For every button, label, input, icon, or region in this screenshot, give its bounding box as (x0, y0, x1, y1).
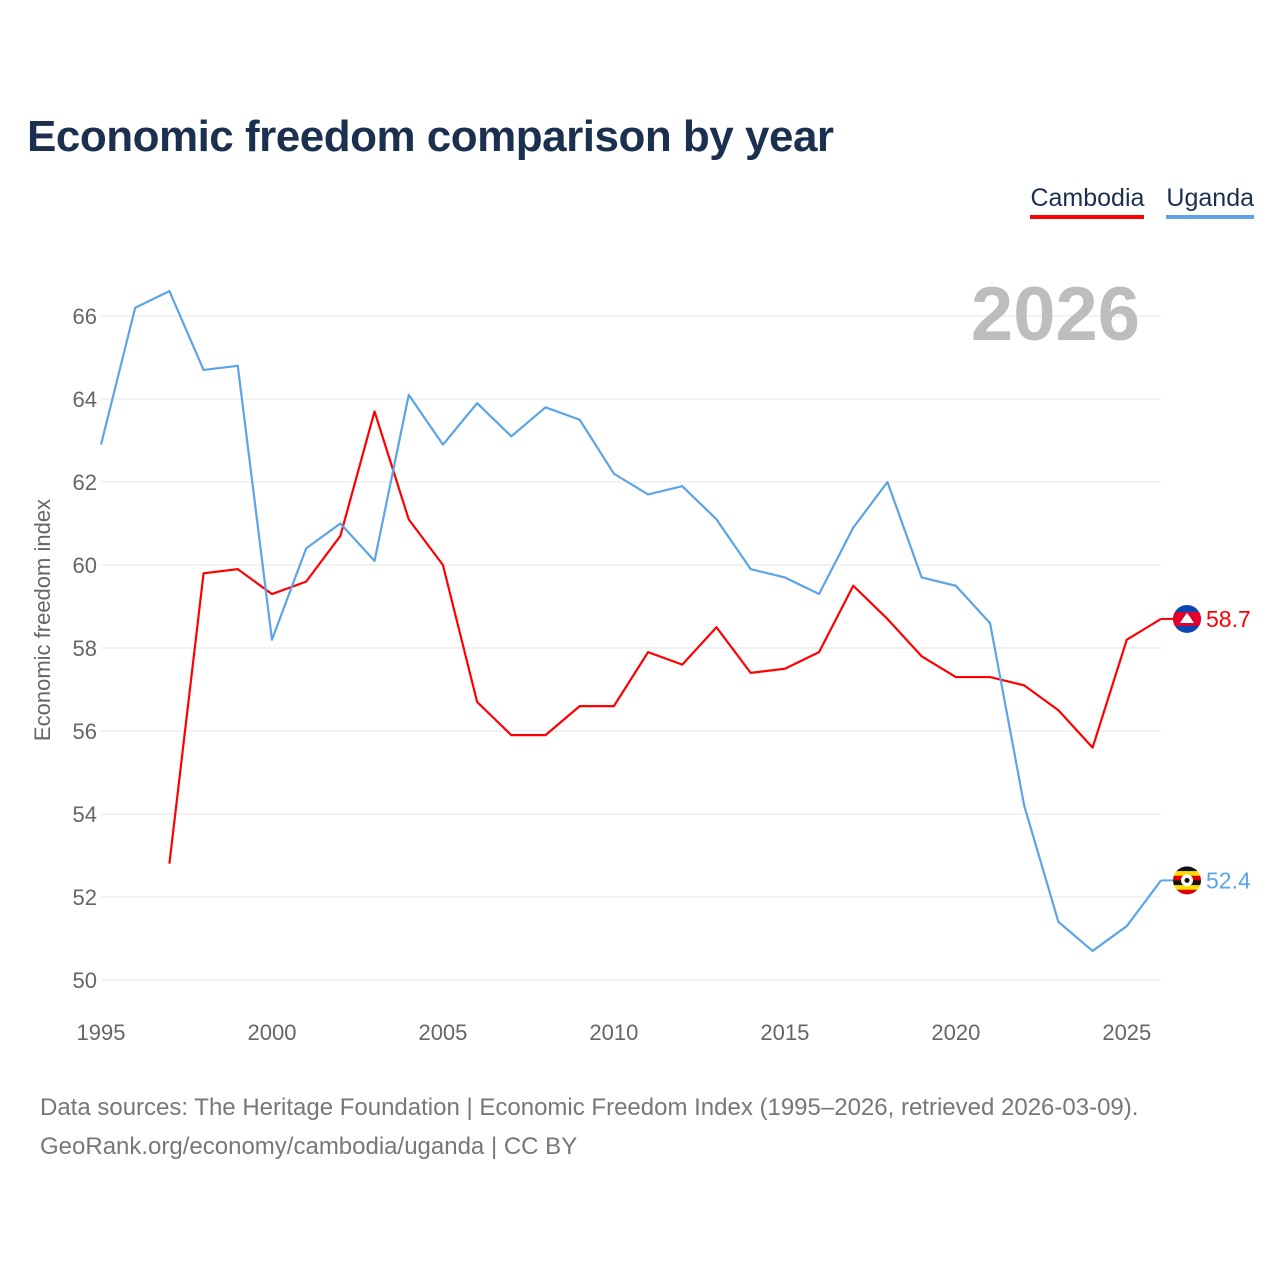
legend-item-cambodia[interactable]: Cambodia (1030, 184, 1145, 219)
y-tick-label: 64 (73, 387, 97, 412)
end-value-label: 58.7 (1206, 606, 1251, 632)
x-tick-label: 2000 (247, 1020, 296, 1045)
x-tick-label: 2015 (760, 1020, 809, 1045)
series-line-cambodia (168, 410, 1162, 864)
y-tick-label: 66 (73, 304, 97, 329)
y-tick-label: 60 (73, 553, 97, 578)
data-source-text: Data sources: The Heritage Foundation | … (40, 1094, 1139, 1121)
x-tick-label: 2010 (589, 1020, 638, 1045)
x-tick-label: 2020 (931, 1020, 980, 1045)
end-value-label: 52.4 (1206, 867, 1251, 893)
legend: Cambodia Uganda (1030, 184, 1254, 219)
footer: Data sources: The Heritage Foundation | … (40, 1088, 1138, 1166)
y-axis-label: Economic freedom index (30, 499, 55, 741)
y-tick-label: 50 (73, 968, 97, 993)
y-tick-label: 56 (73, 719, 97, 744)
attribution-link[interactable]: GeoRank.org/economy/cambodia/uganda | CC… (40, 1133, 578, 1160)
y-tick-label: 54 (73, 802, 97, 827)
x-tick-label: 1995 (77, 1020, 126, 1045)
year-watermark: 2026 (971, 272, 1140, 357)
y-tick-label: 58 (73, 636, 97, 661)
y-tick-label: 62 (73, 470, 97, 495)
x-tick-label: 2005 (418, 1020, 467, 1045)
chart-title: Economic freedom comparison by year (27, 112, 834, 161)
cambodia-flag-icon (1173, 604, 1201, 633)
y-tick-label: 52 (73, 885, 97, 910)
legend-item-uganda[interactable]: Uganda (1166, 184, 1254, 219)
series-line-uganda (99, 290, 1162, 953)
uganda-flag-icon (1173, 866, 1201, 895)
x-tick-label: 2025 (1102, 1020, 1151, 1045)
